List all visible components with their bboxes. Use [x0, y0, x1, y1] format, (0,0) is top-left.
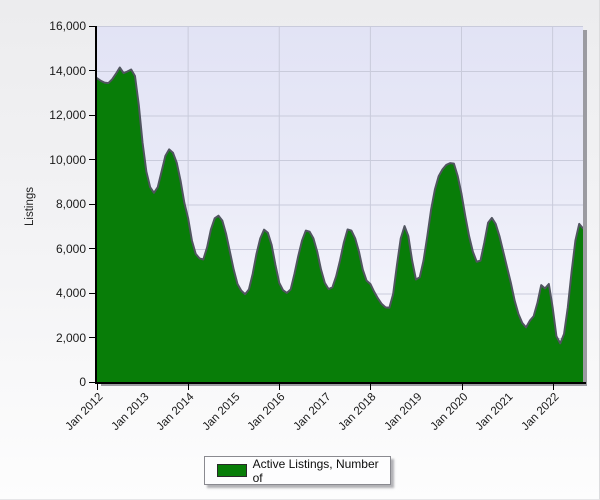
x-tick: [370, 384, 372, 390]
plot-area: [97, 26, 583, 383]
y-tick: [89, 70, 95, 71]
y-tick: [89, 159, 95, 160]
y-tick: [89, 381, 95, 383]
y-tick-label: 14,000: [49, 63, 86, 78]
y-tick-label: 6,000: [55, 241, 86, 256]
y-axis-line: [95, 26, 97, 384]
y-tick: [89, 292, 95, 294]
y-tick-label: 16,000: [49, 19, 86, 33]
x-tick: [552, 384, 554, 390]
y-tick-label: 2,000: [55, 330, 86, 345]
y-tick-label: 10,000: [49, 152, 86, 167]
area-series-outline: [97, 66, 583, 345]
y-tick: [89, 203, 95, 205]
legend-label: Active Listings, Number of: [252, 456, 379, 485]
y-tick: [89, 248, 95, 249]
area-chart: [97, 27, 583, 383]
x-tick: [97, 384, 98, 390]
y-tick-label: 12,000: [49, 108, 86, 122]
x-axis-line: [95, 382, 586, 384]
legend-box: Active Listings, Number of: [204, 456, 391, 485]
y-tick-label: 4,000: [55, 286, 86, 300]
y-tick: [89, 25, 95, 27]
legend-swatch-icon: [217, 464, 247, 477]
y-tick-label: 8,000: [55, 197, 86, 211]
y-tick-label: 0: [79, 375, 86, 389]
x-tick: [461, 384, 463, 390]
y-tick: [89, 337, 95, 338]
x-tick: [188, 384, 190, 390]
y-tick: [89, 114, 95, 116]
y-axis-title: Listings: [24, 187, 36, 226]
area-series-fill: [97, 67, 583, 383]
x-tick: [279, 384, 281, 390]
